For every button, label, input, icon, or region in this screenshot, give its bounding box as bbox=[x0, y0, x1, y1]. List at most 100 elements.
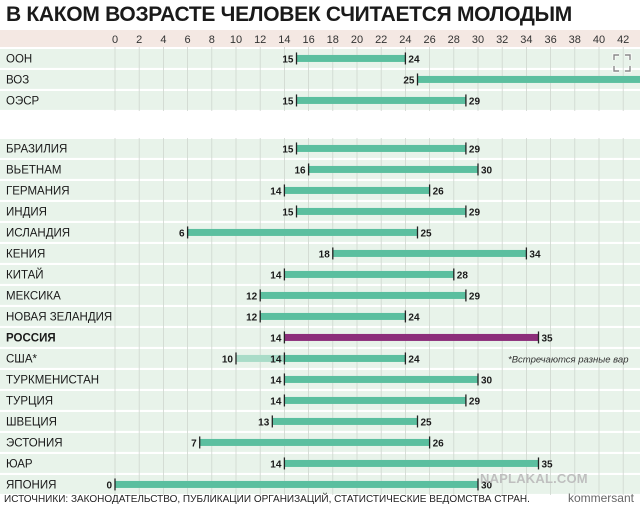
row-label: БРАЗИЛИЯ bbox=[6, 143, 67, 155]
sources-footer: ИСТОЧНИКИ: ЗАКОНОДАТЕЛЬСТВО, ПУБЛИКАЦИИ … bbox=[4, 494, 530, 505]
expand-icon[interactable] bbox=[611, 52, 633, 74]
x-tick-label: 12 bbox=[254, 34, 266, 46]
bar-end-label: 29 bbox=[469, 144, 481, 155]
x-tick-label: 6 bbox=[185, 34, 191, 46]
x-tick-label: 22 bbox=[375, 34, 387, 46]
row-label: ИНДИЯ bbox=[6, 206, 47, 218]
bar-end-label: 25 bbox=[421, 417, 433, 428]
bar bbox=[296, 96, 466, 104]
bar-end-label: 24 bbox=[408, 54, 420, 65]
bar-alt-range bbox=[236, 354, 285, 362]
row-band bbox=[0, 70, 640, 89]
bar-start-label: 14 bbox=[270, 459, 282, 470]
bar-start-label: 14 bbox=[270, 270, 282, 281]
x-tick-label: 10 bbox=[230, 34, 242, 46]
x-tick-label: 42 bbox=[617, 34, 629, 46]
bar-end-label: 26 bbox=[433, 186, 445, 197]
row-label: ЭСТОНИЯ bbox=[6, 437, 63, 449]
x-axis-ticks: 0 2 4 6 8 10 12 14 16 18 20 22 24 26 28 30 32 34 36 38 40 42 bbox=[112, 34, 629, 46]
bar-end-label: 30 bbox=[481, 480, 493, 491]
bar bbox=[260, 312, 406, 320]
x-tick-label: 32 bbox=[496, 34, 508, 46]
chart-row: ОЭСР 15 29 bbox=[6, 94, 480, 107]
chart-row: БРАЗИЛИЯ 15 29 bbox=[6, 142, 480, 155]
row-label: ЮАР bbox=[6, 458, 33, 470]
bar-start-label: 12 bbox=[246, 312, 258, 323]
row-label: ОЭСР bbox=[6, 95, 40, 107]
bar-start-label: 7 bbox=[191, 438, 197, 449]
bar-end-label: 29 bbox=[469, 396, 481, 407]
chart-row: ВОЗ 25 bbox=[6, 73, 640, 86]
bar-end-label: 34 bbox=[529, 249, 541, 260]
bar-start-label: 16 bbox=[294, 165, 306, 176]
x-tick-label: 40 bbox=[593, 34, 605, 46]
bar bbox=[332, 249, 527, 257]
bar-start-label: 18 bbox=[319, 249, 331, 260]
bar-alt-start-label: 10 bbox=[222, 354, 234, 365]
bar bbox=[284, 396, 466, 404]
group-gap bbox=[0, 111, 640, 138]
row-label: ГЕРМАНИЯ bbox=[6, 185, 70, 197]
chart-rows: ООН 15 24 ВОЗ 25 ОЭСР 15 29 БРАЗИЛИЯ 15 29 ВЬЕТНАМ 1… bbox=[6, 52, 640, 491]
chart-row: МЕКСИКА 12 29 bbox=[6, 289, 480, 302]
footnote-text: *Встречаются разные вар bbox=[508, 354, 628, 365]
bar-end-label: 35 bbox=[542, 333, 554, 344]
chart-title: В КАКОМ ВОЗРАСТЕ ЧЕЛОВЕК СЧИТАЕТСЯ МОЛОД… bbox=[6, 3, 572, 26]
x-tick-label: 4 bbox=[160, 34, 166, 46]
x-tick-label: 36 bbox=[544, 34, 556, 46]
watermark-text: NAPLAKAL.COM bbox=[480, 471, 588, 486]
bar-end-label: 35 bbox=[542, 459, 554, 470]
x-tick-label: 16 bbox=[302, 34, 314, 46]
chart-row: НОВАЯ ЗЕЛАНДИЯ 12 24 bbox=[6, 310, 420, 323]
bar-end-label: 29 bbox=[469, 291, 481, 302]
row-label: ТУРЦИЯ bbox=[6, 395, 53, 407]
bar-end-label: 24 bbox=[408, 354, 420, 365]
chart-row: КЕНИЯ 18 34 bbox=[6, 247, 541, 260]
bar-start-label: 14 bbox=[270, 396, 282, 407]
x-tick-label: 8 bbox=[209, 34, 215, 46]
axis-band bbox=[0, 30, 640, 47]
row-label: ООН bbox=[6, 53, 32, 65]
row-label: КЕНИЯ bbox=[6, 248, 45, 260]
bar-start-label: 12 bbox=[246, 291, 258, 302]
brand-logo: kommersant bbox=[567, 491, 634, 505]
bar bbox=[115, 480, 478, 488]
bar bbox=[260, 291, 466, 299]
row-label: ИСЛАНДИЯ bbox=[6, 227, 70, 239]
bar-end-label: 26 bbox=[433, 438, 445, 449]
row-label: РОССИЯ bbox=[6, 332, 56, 344]
bar bbox=[308, 165, 478, 173]
x-tick-label: 20 bbox=[351, 34, 363, 46]
x-tick-label: 30 bbox=[472, 34, 484, 46]
bar-start-label: 14 bbox=[270, 375, 282, 386]
row-label: ЯПОНИЯ bbox=[6, 479, 56, 491]
x-tick-label: 24 bbox=[399, 34, 411, 46]
chart-row: ВЬЕТНАМ 16 30 bbox=[6, 163, 493, 176]
bar-start-label: 15 bbox=[282, 207, 294, 218]
row-label: КИТАЙ bbox=[6, 268, 44, 281]
x-tick-label: 34 bbox=[520, 34, 532, 46]
bar-end-label: 24 bbox=[408, 312, 420, 323]
bar bbox=[284, 186, 430, 194]
chart-row: ГЕРМАНИЯ 14 26 bbox=[6, 184, 444, 197]
bar-start-label: 15 bbox=[282, 144, 294, 155]
bar bbox=[187, 228, 418, 236]
chart-row: ИНДИЯ 15 29 bbox=[6, 205, 480, 218]
x-tick-label: 38 bbox=[569, 34, 581, 46]
gridlines bbox=[0, 47, 640, 495]
bar bbox=[296, 207, 466, 215]
row-label: МЕКСИКА bbox=[6, 290, 61, 302]
bar-start-label: 0 bbox=[106, 480, 112, 491]
bar-end-label: 29 bbox=[469, 207, 481, 218]
bar-start-label: 13 bbox=[258, 417, 270, 428]
bar-end-label: 30 bbox=[481, 165, 493, 176]
bar-end-label: 29 bbox=[469, 96, 481, 107]
bar-end-label: 30 bbox=[481, 375, 493, 386]
row-label: ВОЗ bbox=[6, 74, 29, 86]
row-label: США* bbox=[6, 353, 38, 365]
bar bbox=[284, 459, 539, 467]
chart-row: ШВЕЦИЯ 13 25 bbox=[6, 415, 432, 428]
bar-start-label: 6 bbox=[179, 228, 185, 239]
bar-start-label: 14 bbox=[270, 354, 282, 365]
